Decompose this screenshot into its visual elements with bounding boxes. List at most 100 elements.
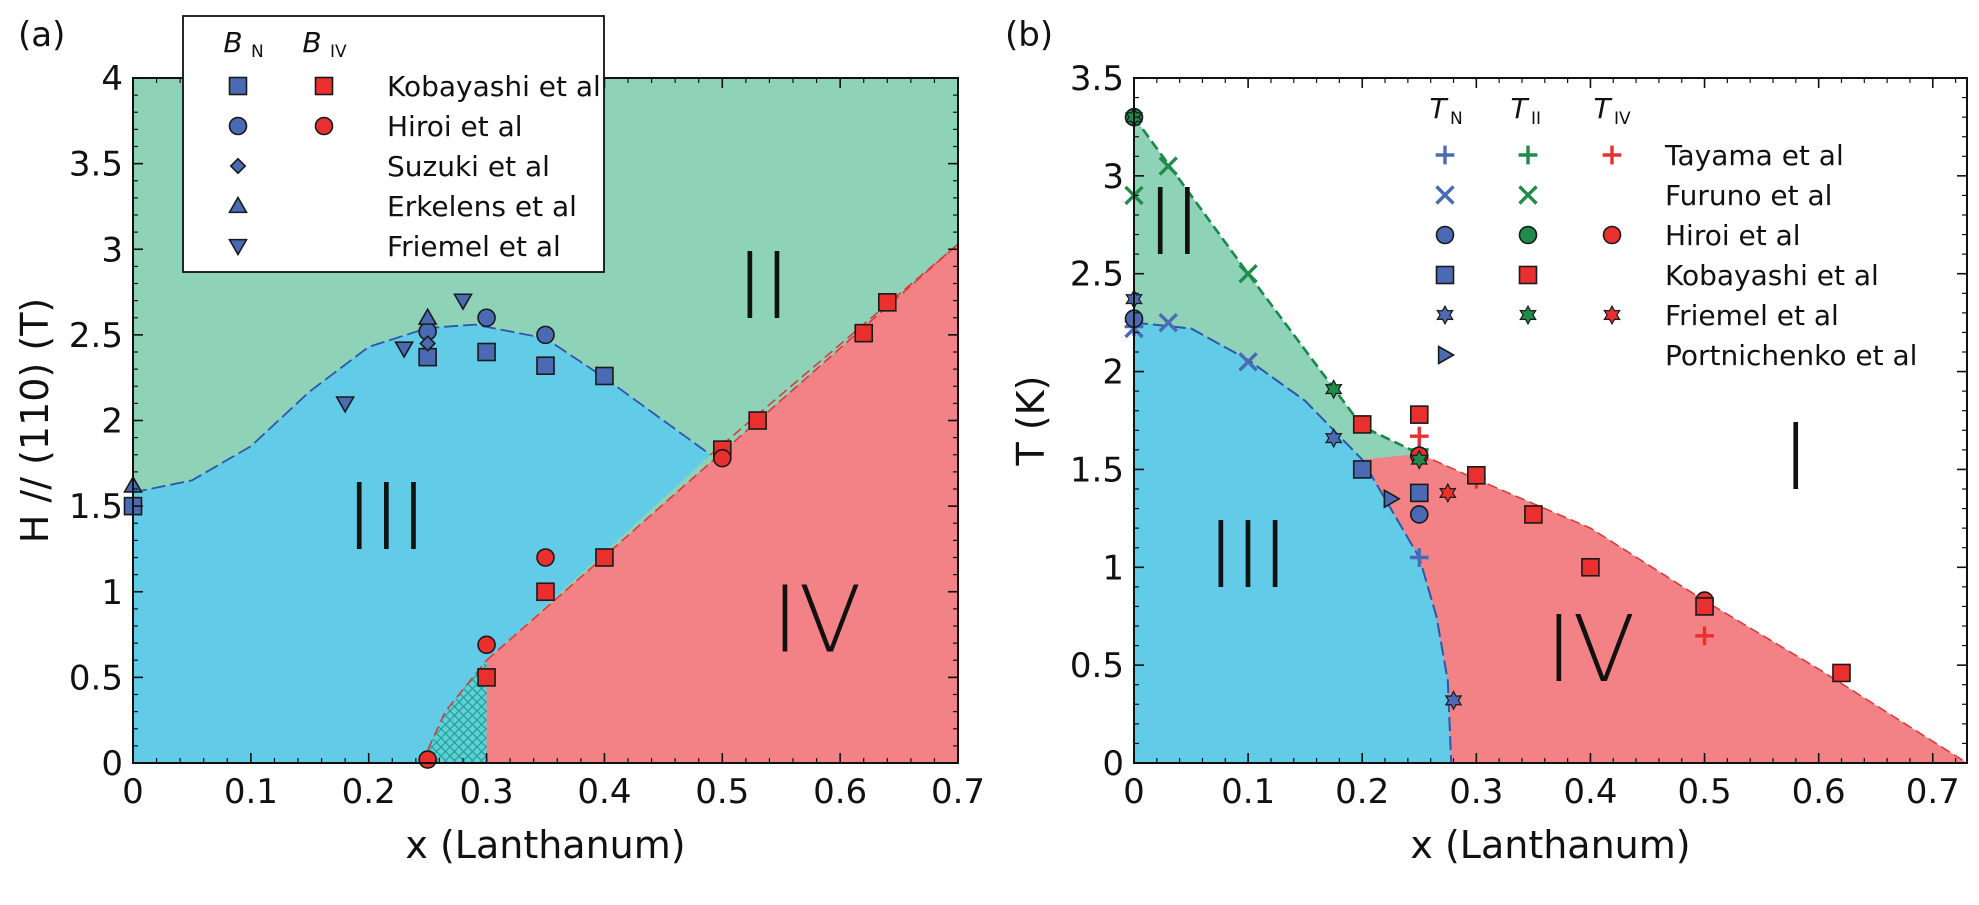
phase-label: III [1207,502,1288,609]
data-point [1158,312,1178,333]
data-point [1524,505,1543,524]
legend-marker [1435,265,1455,285]
legend-entry: Friemel et al [1665,299,1839,332]
data-point [1695,597,1714,616]
data-point [1444,690,1463,711]
data-point [1409,426,1429,446]
y-tick-label: 3.5 [1070,59,1124,99]
data-point [1467,465,1486,485]
legend-marker [1602,145,1622,165]
legend-marker [1435,145,1455,165]
legend-marker [1518,225,1538,245]
y-tick-label: 2.5 [69,316,123,356]
legend-marker [1437,345,1456,365]
y-tick-label: 1.5 [1070,450,1124,490]
data-point [335,396,356,414]
legend-marker [1435,225,1455,245]
phase-label: IV [772,567,862,674]
data-point [1581,557,1600,577]
y-tick-label: 3 [101,230,123,270]
data-point [1409,548,1429,567]
phase-label: III [346,464,427,571]
x-tick-label: 0.3 [460,772,514,812]
legend-box [182,15,605,273]
data-point [1324,379,1343,400]
x-tick-label: 0.2 [342,772,396,812]
x-tick-label: 0.4 [577,772,631,812]
phase-III-region [133,324,711,763]
x-tick-label: 0.1 [224,772,278,812]
data-point [595,366,614,386]
legend-col-subscript: N [251,42,264,62]
data-point [477,635,496,655]
legend-entry: Suzuki et al [387,150,550,183]
legend-col-subscript: II [1531,109,1541,129]
legend-entry: Furuno et al [1665,179,1832,212]
legend-marker [229,157,247,175]
legend-col-subscript: IV [330,42,347,62]
legend-marker [1519,304,1537,326]
phase-III-region [1134,322,1452,763]
data-point [1324,427,1343,449]
legend-col-header: T [1429,92,1448,125]
legend-entry: Portnichenko et al [1665,339,1917,372]
legend-entry: Hiroi et al [387,110,523,143]
y-tick-label: 0 [1102,744,1124,784]
y-tick-label: 0 [101,744,123,784]
y-tick-label: 1 [101,573,123,613]
data-point [477,308,496,328]
phase-label: I [1782,404,1809,511]
legend-marker [314,116,334,136]
data-point [1238,264,1258,284]
data-point [477,668,496,687]
legend-marker [1518,145,1538,165]
legend-entry: Kobayashi et al [387,70,601,103]
y-tick-label: 4 [101,59,123,99]
y-tick-label: 2.5 [1070,255,1124,295]
plot-frame [1133,77,1968,764]
phase-label: IV [1545,596,1635,703]
x-tick-label: 0.5 [695,772,749,812]
x-tick-label: 0 [122,772,144,812]
x-tick-label: 0.7 [1906,772,1960,812]
data-point [748,411,767,430]
phase-IV-region-lower [1362,453,1967,763]
legend-entry: Friemel et al [387,230,561,263]
data-point [477,342,496,362]
legend-marker [1518,265,1538,285]
data-point [536,325,555,345]
phase-label: II [736,233,790,340]
data-point [877,293,897,312]
data-point [419,335,436,352]
y-tick-label: 2 [101,402,123,442]
data-point [536,548,555,567]
y-tick-label: 0.5 [69,658,123,698]
data-point [394,341,414,359]
legend-marker [228,238,248,257]
phase-IV-region [486,244,958,763]
x-tick-label: 0.5 [1678,772,1732,812]
y-tick-label: 2 [1102,353,1124,393]
legend-entry: Tayama et al [1664,139,1844,172]
y-tick-label: 0.5 [1070,646,1124,686]
x-tick-label: 0.6 [813,772,867,812]
y-axis-label: H // (110) (T) [13,298,57,543]
legend-marker [228,76,248,96]
data-point [1352,415,1372,434]
x-axis-label: x (Lanthanum) [405,823,685,867]
data-point [536,356,555,376]
legend-marker [314,76,334,96]
legend-entry: Hiroi et al [1665,219,1801,252]
data-point [712,448,732,468]
legend-col-subscript: N [1450,109,1463,129]
data-point [854,323,874,343]
legend-col-subscript: IV [1614,109,1631,129]
coexistence-boundary [421,659,488,763]
y-tick-label: 1 [1102,548,1124,588]
panel-label: (a) [18,15,65,55]
